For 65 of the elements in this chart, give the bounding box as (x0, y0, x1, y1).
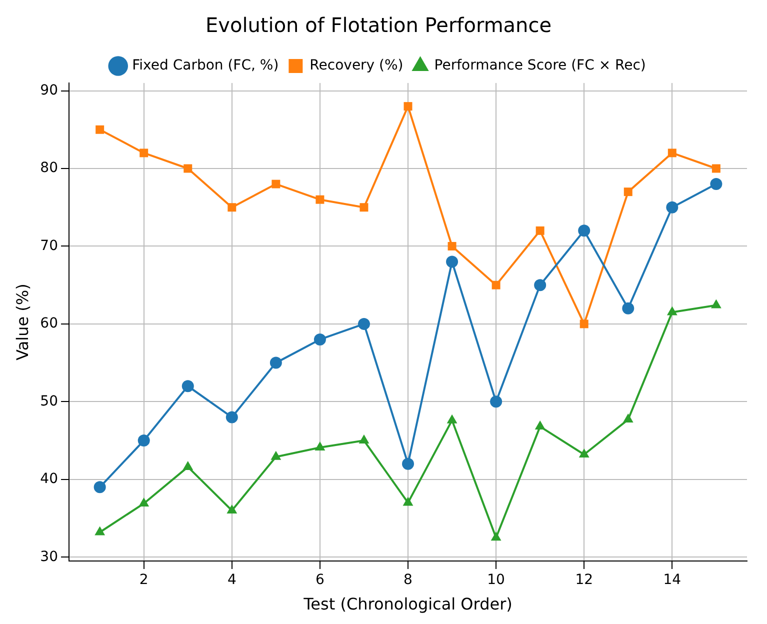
point (270, 356, 282, 369)
point (666, 306, 678, 316)
point (96, 125, 104, 134)
point (404, 102, 412, 111)
x-tick-label: 2 (139, 572, 148, 588)
point (490, 396, 502, 408)
point (94, 526, 106, 536)
point (710, 178, 722, 190)
point (226, 411, 238, 424)
point (138, 434, 150, 447)
point (536, 226, 544, 235)
point (360, 203, 368, 212)
point (668, 148, 676, 158)
point (534, 279, 546, 292)
y-tick-label: 60 (40, 316, 58, 332)
point (270, 450, 282, 460)
point (140, 148, 148, 158)
point (624, 188, 632, 196)
x-tick-label: 8 (404, 572, 412, 588)
point (358, 434, 370, 444)
point (314, 442, 326, 451)
point (226, 504, 238, 514)
x-tick-label: 14 (663, 572, 682, 588)
point (182, 380, 194, 392)
y-tick-label: 30 (40, 548, 58, 565)
point (490, 532, 502, 541)
y-tick-label: 90 (40, 82, 58, 98)
point (184, 164, 192, 173)
legend-label: Fixed Carbon (FC, %) (132, 58, 279, 74)
x-tick-label: 10 (487, 572, 505, 588)
point (712, 164, 720, 173)
point (446, 256, 458, 268)
point (446, 414, 458, 424)
x-tick-label: 6 (315, 572, 324, 588)
point (358, 318, 370, 330)
x-tick-label: 4 (227, 572, 236, 588)
point (622, 302, 634, 314)
y-tick-label: 40 (40, 471, 58, 488)
chart-title: Evolution of Flotation Performance (205, 13, 552, 38)
legend-label: Performance Score (FC × Rec) (434, 58, 646, 74)
legend-label: Recovery (%) (310, 58, 404, 74)
point (272, 180, 280, 188)
point (182, 460, 194, 470)
point (314, 333, 326, 346)
point (534, 420, 546, 430)
y-tick-label: 80 (40, 160, 58, 176)
point (402, 458, 414, 470)
point (402, 496, 414, 506)
point (138, 497, 150, 506)
y-tick-label: 50 (40, 393, 58, 410)
point (580, 320, 588, 328)
point (666, 201, 678, 214)
x-axis-title: Test (Chronological Order) (302, 594, 512, 614)
point (448, 242, 456, 250)
point (228, 203, 236, 212)
point (622, 414, 634, 423)
y-axis-title: Value (%) (12, 284, 32, 360)
point (578, 224, 590, 237)
point (578, 448, 590, 458)
point (710, 299, 722, 308)
point (94, 481, 106, 494)
x-tick-label: 12 (575, 572, 594, 588)
point (492, 280, 500, 290)
y-tick-label: 70 (40, 238, 58, 254)
point (316, 195, 324, 204)
